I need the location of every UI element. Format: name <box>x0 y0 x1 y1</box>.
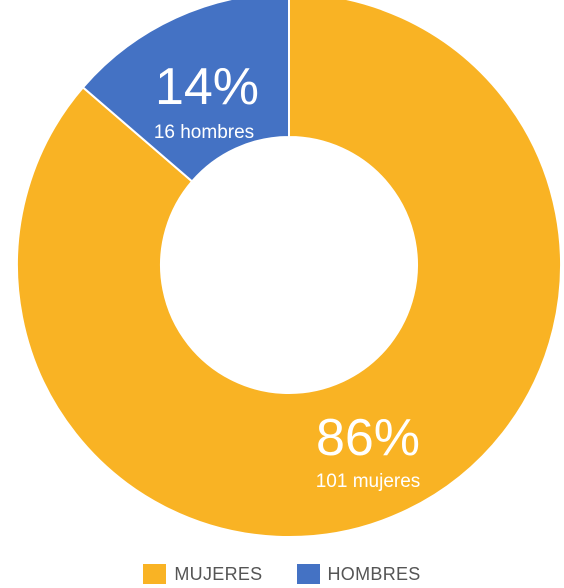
legend-item-hombres: HOMBRES <box>296 563 421 585</box>
detail-label-hombres: 16 hombres <box>154 122 254 143</box>
legend-label-hombres: HOMBRES <box>327 563 421 584</box>
legend-swatch-mujeres <box>143 564 167 584</box>
legend-swatch-hombres <box>296 564 320 584</box>
slice-hombres <box>81 0 290 183</box>
legend-item-mujeres: MUJERES <box>143 564 262 585</box>
donut-chart: 86% 101 mujeres 14% 16 hombres <box>16 0 562 538</box>
percent-label-hombres: 14% <box>155 58 259 116</box>
chart-legend: MUJERES HOMBRES <box>0 562 564 586</box>
donut-slices <box>16 0 562 538</box>
detail-label-mujeres: 101 mujeres <box>316 471 421 492</box>
legend-label-mujeres: MUJERES <box>174 563 263 584</box>
slice-mujeres <box>16 0 562 538</box>
percent-label-mujeres: 86% <box>316 409 420 467</box>
slice-labels: 86% 101 mujeres 14% 16 hombres <box>154 58 420 492</box>
